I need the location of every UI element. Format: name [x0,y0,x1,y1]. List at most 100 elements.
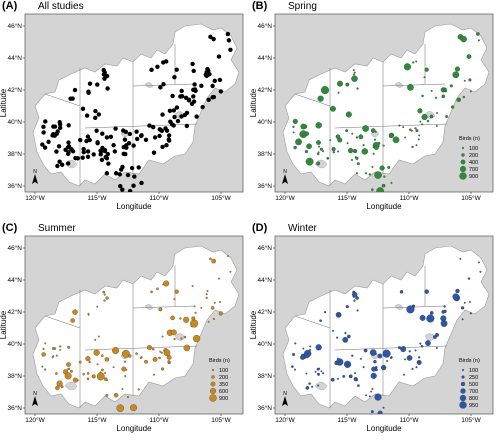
location-point [150,290,153,294]
location-point [415,129,419,133]
location-point [132,174,137,179]
location-point [191,68,196,74]
location-point [44,342,47,345]
location-point [452,293,460,301]
location-point [426,314,435,323]
location-point [85,154,91,159]
location-point [149,67,154,73]
location-point [435,124,438,127]
y-tick-label: 36°N [7,182,22,190]
location-point [128,354,132,358]
location-point [41,130,46,135]
location-point [355,136,359,139]
location-point [51,346,55,351]
location-point [213,301,216,304]
y-tick-label: 38°N [7,372,22,380]
location-point [121,366,127,372]
location-point [319,147,323,151]
map-panel-spring: (B) Spring 120°W 115°W 110°W 105°W 46°N 44°N 42°… [250,0,500,222]
location-point [345,111,352,118]
location-point [55,385,60,391]
location-point [158,85,163,90]
location-point [205,293,208,296]
y-tick-label: 40°N [257,118,272,126]
legend-value: 700 [469,167,478,173]
location-point [419,342,422,345]
x-tick-label: 105°W [211,416,231,424]
location-point [440,320,448,327]
map-panel-summer: (C) Summer 120°W 115°W 110°W 105°W 46°N 44°N 42°… [0,222,250,444]
location-point [120,164,125,170]
location-point [461,318,464,321]
location-point [337,137,343,143]
panel-title: Summer [38,223,76,234]
location-point [362,144,365,147]
location-point [112,346,120,355]
study-area-land [32,245,240,409]
location-point [317,151,320,154]
location-point [93,115,98,121]
location-point [116,404,125,412]
location-point [137,388,140,391]
water-body [144,82,154,88]
location-point [81,146,86,152]
location-point [96,363,99,366]
legend-title: Birds (n) [459,136,480,142]
location-point [421,123,424,126]
location-point [374,130,377,133]
location-point [352,73,355,76]
location-point [207,320,210,323]
location-point [308,382,311,385]
legend-symbol [211,368,215,372]
location-point [91,152,96,157]
location-point [88,360,91,364]
x-tick-label: 110°W [149,416,169,424]
location-point [429,311,434,315]
location-point [97,335,100,338]
location-point [211,94,217,100]
location-point [130,404,138,412]
location-point [417,360,421,363]
map-canvas: 120°W 115°W 110°W 105°W 46°N 44°N 42°N 40°N 38°N… [250,13,494,211]
location-point [78,137,83,143]
location-point [371,188,374,191]
location-point [172,114,177,120]
location-point [386,360,389,362]
x-tick-label: 115°W [337,194,357,202]
location-point [101,67,106,73]
location-point [309,345,312,348]
location-point [210,306,215,310]
location-point [323,310,327,314]
location-point [42,145,48,150]
location-point [194,114,199,119]
location-point [183,316,190,323]
location-point [352,148,358,154]
location-point [292,118,298,124]
location-point [105,86,110,91]
location-point [174,67,179,72]
location-point [305,386,310,390]
location-point [124,375,127,378]
location-point [67,345,71,349]
location-point [320,370,323,373]
location-point [134,136,140,142]
location-point [468,78,472,82]
location-point [184,110,190,116]
location-point [466,54,472,59]
location-point [113,126,118,131]
location-point [179,88,184,94]
location-point [370,128,376,133]
location-point [170,315,175,321]
north-arrow-icon: N [282,391,288,406]
location-point [404,358,407,361]
location-point [326,156,330,160]
location-point [70,149,76,154]
location-point [175,118,181,124]
location-point [68,96,73,101]
map-canvas: 120°W 115°W 110°W 105°W 46°N 44°N 42°N 40°N 38°N… [250,235,494,433]
location-point [191,94,196,99]
location-point [207,72,212,77]
study-area-land [282,23,490,187]
location-point [399,290,404,294]
